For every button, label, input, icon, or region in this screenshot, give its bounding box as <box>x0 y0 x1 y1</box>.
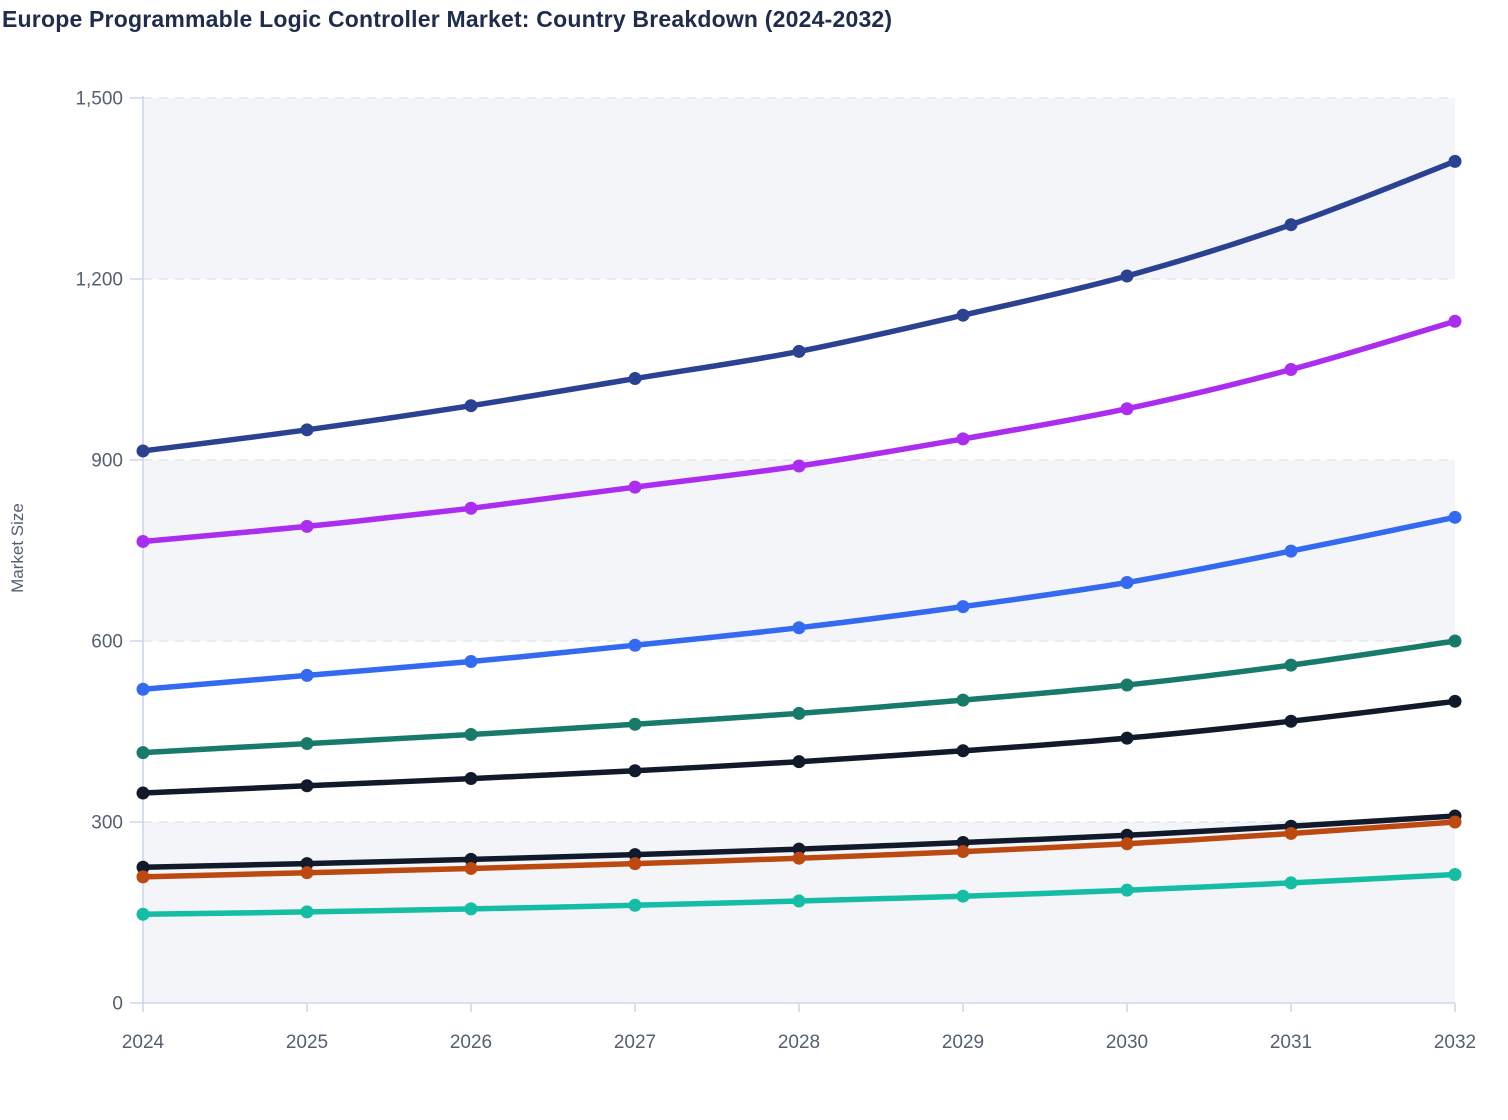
x-tick-label: 2032 <box>1434 1032 1476 1053</box>
x-tick-label: 2028 <box>778 1032 820 1053</box>
data-point-burnt-orange <box>136 870 150 884</box>
data-point-navy <box>956 308 970 322</box>
y-tick-label: 1,500 <box>75 89 123 110</box>
data-point-royal-blue <box>1448 510 1462 524</box>
data-point-navy <box>136 444 150 458</box>
data-point-ink-lower <box>464 852 478 866</box>
data-point-violet <box>1120 402 1134 416</box>
data-point-turquoise <box>300 905 314 919</box>
data-point-ink-upper <box>1284 714 1298 728</box>
data-point-violet <box>1448 314 1462 328</box>
y-tick-label: 600 <box>91 632 123 653</box>
plot-band <box>143 98 1455 279</box>
data-point-burnt-orange <box>1448 815 1462 829</box>
data-point-dark-teal <box>792 706 806 720</box>
data-point-ink-upper <box>300 779 314 793</box>
data-point-royal-blue <box>628 638 642 652</box>
data-point-burnt-orange <box>1120 837 1134 851</box>
data-point-navy <box>464 399 478 413</box>
data-point-violet <box>136 534 150 548</box>
data-point-ink-lower <box>300 857 314 871</box>
data-point-royal-blue <box>300 668 314 682</box>
data-point-ink-upper <box>1448 694 1462 708</box>
data-point-turquoise <box>956 889 970 903</box>
data-point-violet <box>1284 363 1298 376</box>
data-point-turquoise <box>1284 876 1298 890</box>
data-point-dark-teal <box>1120 678 1134 692</box>
data-point-ink-upper <box>792 755 806 769</box>
data-point-navy <box>1448 154 1462 168</box>
data-point-ink-lower <box>136 860 150 874</box>
x-tick-label: 2026 <box>450 1032 492 1053</box>
y-tick-label: 900 <box>91 451 123 472</box>
x-tick-label: 2031 <box>1270 1032 1312 1053</box>
data-point-turquoise <box>136 907 150 921</box>
plot-band <box>143 460 1455 641</box>
data-point-burnt-orange <box>300 866 314 880</box>
series-line-dark-teal <box>140 638 1458 756</box>
data-point-navy <box>1120 269 1134 283</box>
data-point-dark-teal <box>956 693 970 707</box>
data-point-violet <box>464 501 478 515</box>
data-point-violet <box>956 432 970 446</box>
data-point-ink-upper <box>956 744 970 758</box>
data-point-turquoise <box>464 902 478 916</box>
data-point-dark-teal <box>136 746 150 760</box>
data-point-navy <box>1284 218 1298 232</box>
data-point-royal-blue <box>136 682 150 696</box>
data-point-navy <box>628 372 642 386</box>
data-point-ink-lower <box>956 836 970 850</box>
data-point-violet <box>628 480 642 494</box>
data-point-royal-blue <box>1284 544 1298 558</box>
data-point-ink-upper <box>136 786 150 800</box>
data-point-turquoise <box>628 898 642 912</box>
data-point-ink-upper <box>464 772 478 786</box>
data-point-burnt-orange <box>1284 826 1298 840</box>
data-point-royal-blue <box>792 621 806 635</box>
x-tick-label: 2029 <box>942 1032 984 1053</box>
data-point-royal-blue <box>464 655 478 669</box>
x-tick-label: 2024 <box>122 1032 165 1053</box>
data-point-royal-blue <box>1120 575 1134 589</box>
data-point-violet <box>300 519 314 533</box>
data-point-navy <box>792 344 806 358</box>
y-tick-label: 0 <box>112 994 123 1015</box>
x-tick-label: 2027 <box>614 1032 656 1053</box>
x-tick-label: 2025 <box>286 1032 328 1053</box>
data-point-violet <box>792 459 806 473</box>
x-tick-label: 2030 <box>1106 1032 1148 1053</box>
data-point-dark-teal <box>1284 658 1298 672</box>
data-point-dark-teal <box>628 717 642 731</box>
y-tick-label: 1,200 <box>75 270 123 291</box>
data-point-ink-lower <box>628 848 642 862</box>
data-point-ink-lower <box>792 842 806 856</box>
data-point-turquoise <box>792 894 806 908</box>
data-point-ink-upper <box>628 764 642 778</box>
data-point-burnt-orange <box>628 857 642 871</box>
data-point-burnt-orange <box>792 851 806 865</box>
y-tick-label: 300 <box>91 813 123 834</box>
chart-title: Europe Programmable Logic Controller Mar… <box>2 6 893 32</box>
data-point-royal-blue <box>956 600 970 614</box>
data-point-ink-upper <box>1120 731 1134 745</box>
data-point-navy <box>300 423 314 437</box>
data-point-dark-teal <box>300 737 314 751</box>
data-point-burnt-orange <box>464 861 478 875</box>
data-point-turquoise <box>1120 883 1134 897</box>
data-point-dark-teal <box>464 728 478 742</box>
data-point-burnt-orange <box>956 845 970 859</box>
data-point-dark-teal <box>1448 634 1462 648</box>
data-point-turquoise <box>1448 867 1462 881</box>
